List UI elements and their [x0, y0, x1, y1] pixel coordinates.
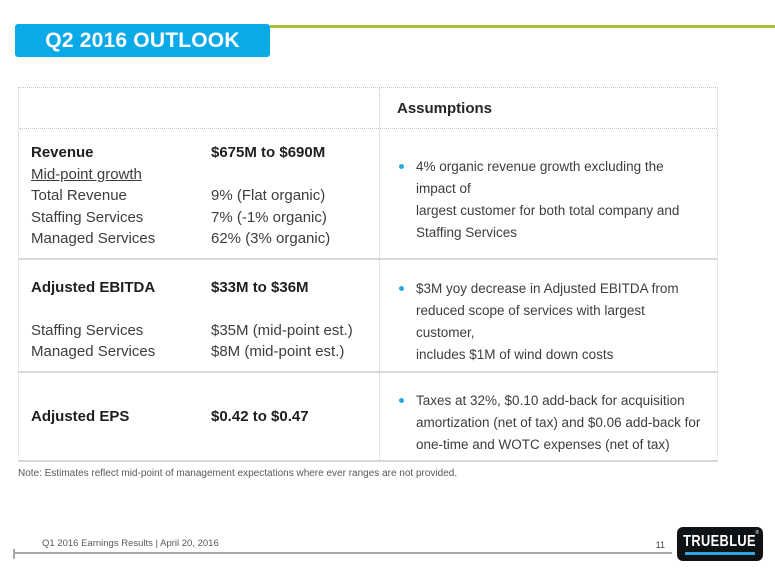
metric-value: $0.42 to $0.47: [211, 407, 309, 425]
table-header-row: Assumptions: [19, 88, 717, 129]
assumption-item: 4% organic revenue growth excluding the …: [399, 156, 701, 244]
metric-label: Mid-point growth: [31, 165, 142, 183]
note-text: Note: Estimates reflect mid-point of man…: [18, 468, 458, 479]
bullet-icon: [399, 286, 404, 291]
metric-row: Revenue $675M to $690M: [31, 142, 379, 164]
header-empty-cell: [19, 88, 379, 128]
assumption-text: 4% organic revenue growth excluding the …: [416, 159, 680, 240]
metric-label: Adjusted EPS: [31, 407, 130, 425]
ebitda-assumption-cell: $3M yoy decrease in Adjusted EBITDA from…: [379, 260, 719, 371]
metric-value: $35M (mid-point est.): [211, 321, 353, 339]
metric-value: 7% (-1% organic): [211, 208, 327, 226]
trueblue-logo: TRUEBLUE ®: [677, 527, 763, 561]
slide-title: Q2 2016 OUTLOOK: [45, 28, 240, 52]
logo-underline-bar: [685, 551, 755, 555]
slide-title-box: Q2 2016 OUTLOOK: [15, 24, 270, 57]
metric-row: Total Revenue 9% (Flat organic): [31, 185, 379, 207]
metric-row: Managed Services $8M (mid-point est.): [31, 341, 379, 363]
footer-text: Q1 2016 Earnings Results | April 20, 201…: [42, 538, 219, 549]
bullet-icon: [399, 398, 404, 403]
assumption-item: $3M yoy decrease in Adjusted EBITDA from…: [399, 278, 701, 366]
footer-rule-tick: [13, 549, 15, 559]
metric-label: Total Revenue: [31, 187, 127, 204]
revenue-section: Revenue $675M to $690M Mid-point growth …: [19, 129, 717, 260]
metric-row: Managed Services 62% (3% organic): [31, 228, 379, 250]
metric-label: Managed Services: [31, 230, 156, 247]
accent-rule: [270, 25, 775, 28]
eps-metrics: Adjusted EPS $0.42 to $0.47: [19, 373, 379, 460]
metric-value: 62% (3% organic): [211, 230, 331, 247]
metric-label: Adjusted EBITDA: [31, 279, 156, 296]
metric-label: Managed Services: [31, 343, 156, 360]
revenue-metrics: Revenue $675M to $690M Mid-point growth …: [19, 129, 379, 258]
ebitda-metrics: Adjusted EBITDA $33M to $36M Staffing Se…: [19, 260, 379, 371]
logo-text: TRUEBLUE: [683, 532, 757, 550]
metric-value: [211, 164, 379, 186]
outlook-table: Assumptions Revenue $675M to $690M Mid-p…: [18, 87, 718, 462]
metric-value: 9% (Flat organic): [211, 187, 326, 204]
metric-value: $675M to $690M: [211, 144, 326, 161]
page-number: 11: [655, 540, 665, 550]
metric-label: Revenue: [31, 144, 94, 161]
assumptions-header: Assumptions: [379, 88, 719, 128]
metric-row: Staffing Services $35M (mid-point est.): [31, 320, 379, 342]
metric-row: Adjusted EBITDA $33M to $36M: [31, 277, 379, 299]
metric-row: Adjusted EPS $0.42 to $0.47: [31, 406, 379, 428]
metric-value: $8M (mid-point est.): [211, 343, 345, 360]
eps-section: Adjusted EPS $0.42 to $0.47 Taxes at 32%…: [19, 373, 717, 462]
assumption-text: $3M yoy decrease in Adjusted EBITDA from…: [416, 281, 679, 362]
ebitda-section: Adjusted EBITDA $33M to $36M Staffing Se…: [19, 260, 717, 373]
assumption-text: Taxes at 32%, $0.10 add-back for acquisi…: [416, 393, 701, 452]
logo-registered-mark: ®: [755, 530, 759, 536]
metric-label: Staffing Services: [31, 208, 144, 226]
metric-row: Staffing Services 7% (-1% organic): [31, 207, 379, 229]
assumption-item: Taxes at 32%, $0.10 add-back for acquisi…: [399, 390, 700, 456]
bullet-icon: [399, 164, 404, 169]
eps-assumption-cell: Taxes at 32%, $0.10 add-back for acquisi…: [379, 373, 719, 460]
metric-label: Staffing Services: [31, 321, 144, 339]
metric-value: $33M to $36M: [211, 279, 309, 296]
footer-rule: [13, 552, 672, 554]
revenue-assumption-cell: 4% organic revenue growth excluding the …: [379, 129, 719, 258]
metric-row: Mid-point growth: [31, 164, 379, 186]
